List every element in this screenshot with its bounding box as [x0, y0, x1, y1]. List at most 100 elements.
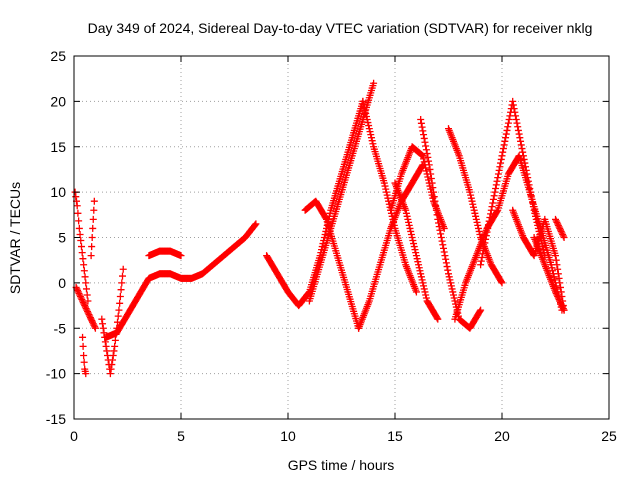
data-point-marker	[498, 279, 506, 287]
data-point-marker	[522, 166, 530, 174]
data-point-marker	[429, 184, 437, 192]
data-point-marker	[76, 291, 84, 299]
data-point-marker	[80, 261, 88, 269]
data-point-marker	[519, 152, 527, 160]
data-point-marker	[407, 230, 415, 238]
data-point-marker	[410, 243, 418, 251]
data-point-marker	[433, 314, 441, 322]
data-point-marker	[485, 217, 493, 225]
data-point-marker	[475, 227, 483, 235]
data-point-marker	[438, 237, 446, 245]
data-point-marker	[405, 218, 413, 226]
data-point-marker	[500, 141, 508, 149]
data-point-marker	[369, 140, 377, 148]
data-point-marker	[527, 192, 535, 200]
data-point-marker	[502, 134, 510, 142]
data-point-marker	[486, 214, 494, 222]
data-point-marker	[554, 292, 562, 300]
data-point-marker	[534, 221, 542, 229]
chart-title: Day 349 of 2024, Sidereal Day-to-day VTE…	[88, 20, 593, 36]
data-point-marker	[470, 206, 478, 214]
data-point-marker	[87, 315, 95, 323]
data-point-marker	[501, 137, 509, 145]
data-point-marker	[410, 240, 418, 248]
data-point-marker	[252, 220, 260, 228]
data-point-marker	[560, 234, 568, 241]
series-track-20	[530, 234, 568, 314]
data-point-marker	[390, 218, 398, 226]
data-point-marker	[422, 294, 430, 302]
data-point-marker	[83, 291, 91, 299]
data-point-marker	[368, 137, 376, 145]
x-tick-label: 15	[387, 428, 403, 444]
data-point-marker	[84, 309, 92, 317]
data-point-marker	[472, 215, 480, 223]
data-point-marker	[436, 226, 444, 234]
data-point-marker	[421, 288, 429, 296]
data-point-marker	[441, 252, 449, 260]
data-point-marker	[556, 226, 564, 234]
data-point-marker	[80, 351, 88, 359]
data-point-marker	[367, 134, 375, 142]
data-point-marker	[450, 294, 458, 302]
data-point-marker	[492, 181, 500, 189]
data-point-marker	[511, 108, 519, 116]
data-point-marker	[413, 255, 421, 263]
data-point-marker	[474, 224, 482, 232]
data-point-marker	[89, 318, 97, 326]
data-point-marker	[433, 211, 441, 219]
data-point-marker	[479, 250, 487, 258]
data-point-marker	[78, 296, 86, 304]
data-point-marker	[529, 203, 537, 211]
series-track-19	[509, 206, 568, 314]
data-point-marker	[407, 227, 415, 235]
data-point-marker	[449, 288, 457, 296]
data-point-marker	[447, 282, 455, 290]
x-tick-label: 25	[601, 428, 617, 444]
series-track-14	[391, 179, 442, 323]
data-point-marker	[403, 212, 411, 220]
data-point-marker	[517, 141, 525, 149]
data-point-marker	[559, 303, 567, 311]
data-point-marker	[412, 252, 420, 260]
data-point-marker	[409, 237, 417, 245]
data-point-marker	[531, 209, 539, 217]
data-point-marker	[494, 174, 502, 182]
data-point-marker	[552, 288, 559, 296]
data-point-marker	[520, 155, 528, 163]
data-point-marker	[384, 194, 392, 202]
x-tick-label: 10	[280, 428, 296, 444]
data-point-marker	[99, 324, 107, 332]
data-point-marker	[100, 329, 108, 337]
data-point-marker	[449, 291, 457, 299]
data-point-marker	[444, 266, 452, 274]
grid-lines	[74, 56, 609, 419]
data-point-marker	[524, 174, 532, 182]
data-point-marker	[82, 279, 90, 287]
data-point-marker	[118, 279, 126, 287]
data-point-marker	[477, 306, 485, 314]
series-track-4	[87, 197, 98, 260]
data-point-marker	[553, 218, 561, 226]
data-point-marker	[556, 279, 564, 287]
y-tick-label: 25	[50, 48, 66, 64]
data-point-marker	[472, 212, 480, 220]
data-point-marker	[81, 303, 89, 311]
data-point-marker	[80, 300, 88, 308]
data-point-marker	[119, 265, 127, 273]
data-point-marker	[493, 177, 501, 185]
data-point-marker	[477, 257, 485, 265]
data-point-marker	[177, 252, 185, 260]
data-point-marker	[366, 128, 374, 136]
data-point-marker	[514, 153, 522, 161]
data-point-marker	[420, 282, 428, 290]
data-point-marker	[85, 311, 93, 319]
data-point-marker	[499, 148, 507, 156]
data-point-marker	[383, 191, 391, 199]
data-point-marker	[75, 289, 83, 297]
data-point-marker	[74, 209, 82, 217]
data-point-marker	[80, 267, 88, 275]
data-point-marker	[75, 217, 83, 225]
data-point-marker	[512, 116, 520, 124]
data-point-marker	[98, 315, 106, 323]
